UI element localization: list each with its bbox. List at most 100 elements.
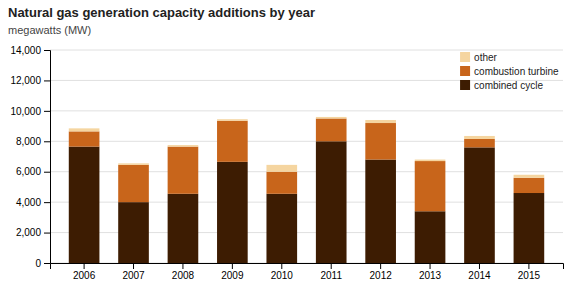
bar [365, 123, 396, 160]
tick: 6,000 [16, 166, 50, 177]
tick-label: 2007 [122, 270, 145, 281]
tick-label: 2011 [320, 270, 342, 281]
tick: 2,000 [16, 227, 50, 238]
tick-label: 2,000 [16, 227, 41, 238]
series [69, 141, 544, 263]
tick-mark [380, 263, 381, 269]
tick: 2009 [221, 263, 244, 281]
bar [316, 118, 347, 141]
bar [168, 147, 199, 194]
legend-label: other [474, 52, 497, 63]
tick-mark [44, 80, 50, 81]
axis-line [44, 51, 51, 264]
tick-mark [182, 263, 183, 269]
legend-item: combined cycle [460, 80, 543, 91]
tick: 4,000 [16, 197, 50, 208]
tick: 2007 [122, 263, 145, 281]
bar [69, 131, 100, 146]
tick-mark [84, 263, 85, 269]
tick-label: 10,000 [10, 106, 41, 117]
bar [316, 117, 347, 119]
tick: 12,000 [10, 75, 50, 86]
bar [118, 202, 149, 263]
tick: 2015 [518, 263, 541, 281]
chart: Natural gas generation capacity addition… [0, 0, 575, 287]
subtitle: megawatts (MW) [8, 24, 91, 36]
tick-mark [281, 263, 282, 269]
tick: 0 [35, 258, 50, 269]
bar [514, 193, 545, 263]
bar [266, 172, 297, 194]
tick: 10,000 [10, 106, 50, 117]
bar [217, 119, 248, 121]
tick: 2008 [172, 263, 195, 281]
axis-line [51, 264, 564, 270]
x-axis: 2006 2007 2008 2009 2010 2011 2012 2013 2014 2015 [51, 263, 564, 281]
bar [365, 120, 396, 123]
tick-mark [528, 263, 529, 269]
tick-mark [44, 141, 50, 142]
grid-line [50, 50, 563, 51]
tick-label: 2008 [172, 270, 195, 281]
tick: 2006 [73, 263, 96, 281]
bar [168, 145, 199, 147]
tick: 14,000 [10, 45, 50, 56]
bar [415, 211, 446, 263]
tick-label: 8,000 [16, 136, 41, 147]
bar [69, 147, 100, 263]
bar [415, 161, 446, 211]
tick-mark [44, 202, 50, 203]
tick-label: 4,000 [16, 197, 41, 208]
tick: 2012 [370, 263, 393, 281]
bar [415, 160, 446, 162]
plot: 0 2,000 4,000 6,000 8,000 10,000 12,000 14,000 2… [10, 45, 563, 281]
bar [464, 139, 495, 147]
bar [464, 147, 495, 263]
series [69, 117, 544, 178]
bar [316, 141, 347, 263]
series [69, 118, 544, 211]
tick: 2014 [468, 263, 491, 281]
grid-line [50, 110, 563, 111]
legend-label: combustion turbine [474, 66, 559, 77]
tick-label: 0 [35, 258, 41, 269]
bar [69, 128, 100, 131]
bar [266, 194, 297, 263]
tick-mark [331, 263, 332, 269]
tick-label: 2006 [73, 270, 96, 281]
tick: 2013 [419, 263, 442, 281]
bar [514, 175, 545, 178]
legend-swatch [460, 66, 470, 76]
tick-mark [44, 233, 50, 234]
bar [217, 121, 248, 162]
bar [118, 165, 149, 202]
tick-label: 2012 [370, 270, 393, 281]
tick-label: 2010 [271, 270, 294, 281]
legend-label: combined cycle [474, 80, 543, 91]
tick: 8,000 [16, 136, 50, 147]
tick-mark [232, 263, 233, 269]
tick: 2011 [320, 263, 342, 281]
tick-mark [44, 263, 50, 264]
bar [464, 136, 495, 139]
tick-label: 2013 [419, 270, 442, 281]
tick-label: 12,000 [10, 75, 41, 86]
legend-swatch [460, 52, 470, 62]
bar [266, 165, 297, 172]
bar [118, 163, 149, 165]
title: Natural gas generation capacity addition… [8, 5, 315, 20]
bar [217, 162, 248, 263]
tick-mark [44, 111, 50, 112]
legend-item: combustion turbine [460, 66, 559, 77]
tick-mark [44, 172, 50, 173]
bar [365, 160, 396, 263]
tick-label: 6,000 [16, 166, 41, 177]
legend-item: other [460, 52, 497, 63]
tick-mark [479, 263, 480, 269]
legend: other combustion turbine combined cycle [460, 52, 559, 91]
legend-swatch [460, 80, 470, 90]
tick-label: 2014 [468, 270, 491, 281]
tick-label: 14,000 [10, 45, 41, 56]
bars [69, 117, 544, 263]
bar [168, 194, 199, 263]
